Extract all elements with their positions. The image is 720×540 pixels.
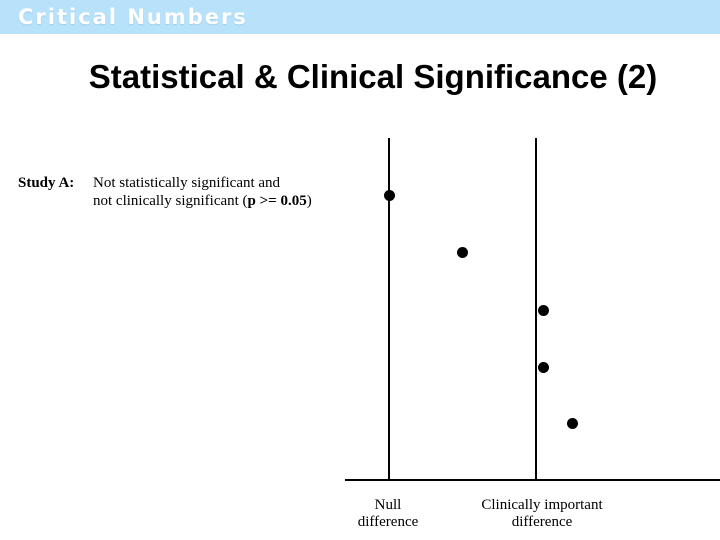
p-value-text: p >= 0.05	[247, 192, 307, 209]
data-point	[537, 304, 549, 316]
study-description-line2-prefix: not clinically significant (	[93, 192, 248, 209]
page-title: Statistical & Clinical Significance (2)	[88, 58, 658, 95]
clinically-important-label-line2: difference	[511, 514, 573, 530]
null-difference-label-line1: Null	[374, 497, 402, 513]
null-difference-label: Null difference	[358, 497, 419, 531]
study-description: Not statistically significant and not cl…	[93, 175, 312, 210]
clinically-important-label-line1: Clinically important	[481, 497, 603, 513]
x-axis-line	[345, 479, 720, 481]
null-difference-line	[388, 138, 390, 479]
data-point	[456, 246, 468, 258]
study-a-annotation: Study A: Not statistically significant a…	[18, 175, 312, 210]
clinically-important-difference-line	[535, 138, 537, 479]
study-description-line1: Not statistically significant and	[93, 175, 281, 191]
study-label: Study A:	[18, 175, 75, 191]
logo-text: Critical Numbers	[18, 5, 248, 29]
null-difference-label-line2: difference	[357, 514, 419, 530]
data-point	[537, 361, 549, 373]
study-description-line2-suffix: )	[306, 192, 312, 209]
logo-banner: Critical Numbers	[0, 0, 720, 34]
data-point	[566, 417, 578, 429]
data-point	[383, 189, 395, 201]
clinically-important-label: Clinically important difference	[481, 497, 602, 531]
